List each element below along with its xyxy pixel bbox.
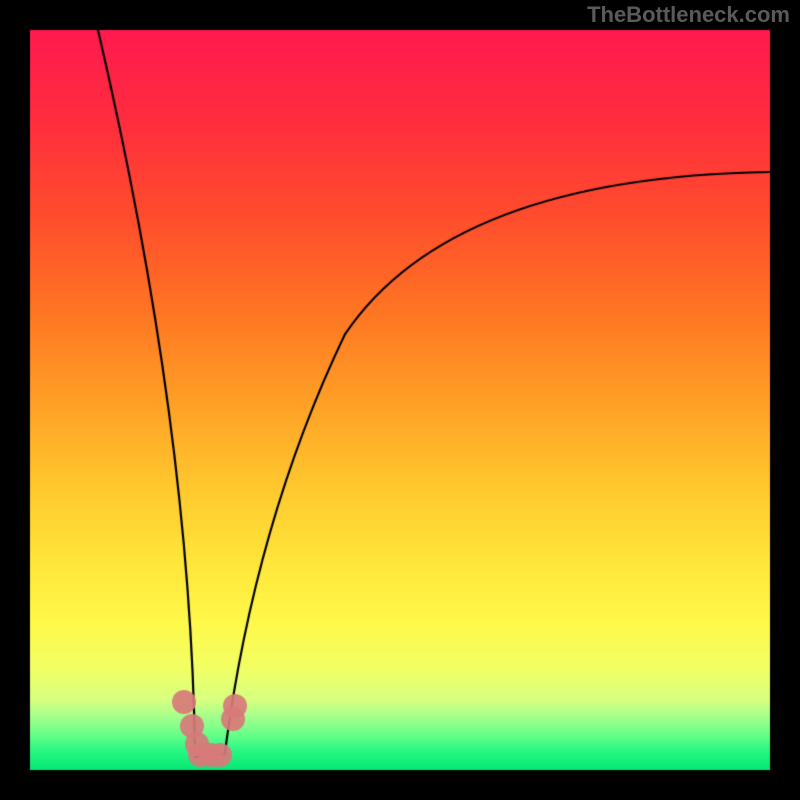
bottleneck-chart-canvas	[0, 0, 800, 800]
chart-container: TheBottleneck.com	[0, 0, 800, 800]
attribution-watermark: TheBottleneck.com	[587, 2, 790, 28]
